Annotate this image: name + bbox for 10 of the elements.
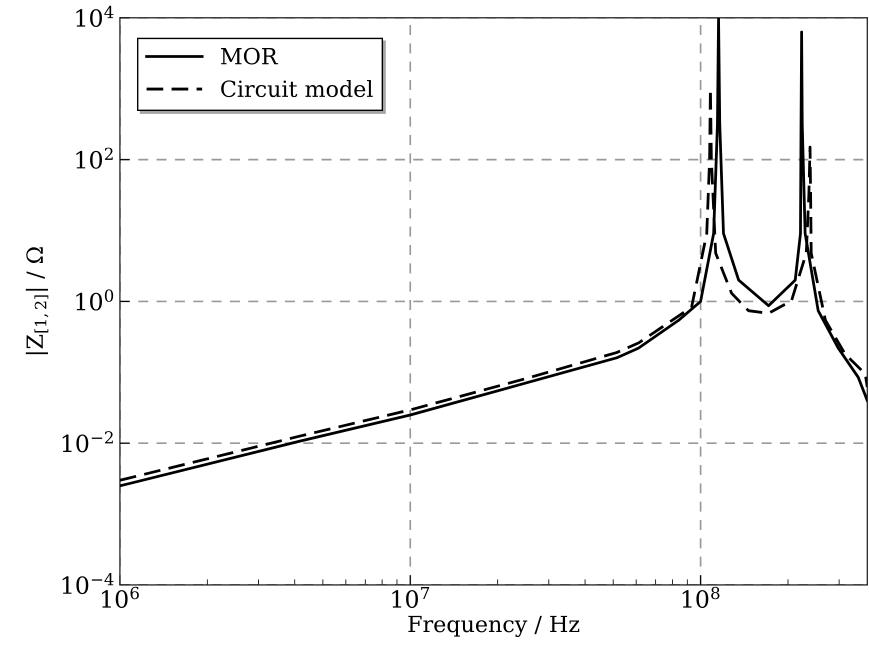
y-tick-label: 10$^{−2}$	[62, 431, 113, 452]
x-axis-title: Frequency / Hz	[408, 616, 580, 637]
legend-label: MOR	[221, 48, 278, 65]
y-axis-title: |Z$_{[1,2]}$| / Ω	[26, 247, 48, 354]
legend-label: Circuit model	[221, 80, 373, 98]
y-tick-label: 10$^{2}$	[76, 148, 113, 169]
x-tick-label: 10$^{8}$	[682, 586, 720, 608]
x-tick-label: 10$^{7}$	[392, 587, 430, 608]
y-tick-label: 10$^{0}$	[76, 289, 114, 311]
y-tick-label: 10$^{4}$	[76, 6, 114, 27]
